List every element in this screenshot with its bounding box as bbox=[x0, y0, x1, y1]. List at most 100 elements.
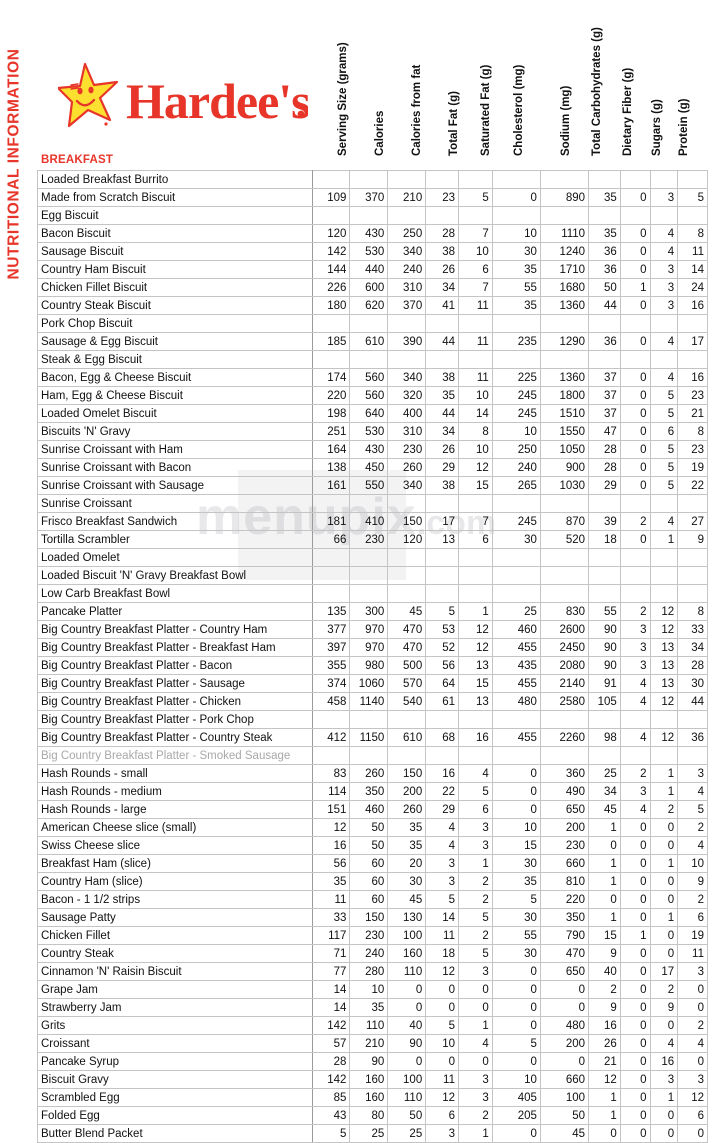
cell-serving: 43 bbox=[311, 1106, 351, 1125]
cell-calories: 370 bbox=[349, 188, 389, 207]
cell-sodium: 200 bbox=[539, 1034, 590, 1053]
cell-calories: 240 bbox=[349, 944, 389, 963]
cell-totalfat: 17 bbox=[425, 512, 459, 531]
cell-satfat: 5 bbox=[458, 188, 493, 207]
cell-fiber: 0 bbox=[619, 368, 651, 387]
cell-calories bbox=[349, 170, 389, 189]
cell-chol bbox=[491, 494, 541, 513]
colheader-total-carbohydrates: Total Carbohydrates (g) bbox=[591, 27, 603, 156]
menu-item-name: Big Country Breakfast Platter - Country … bbox=[37, 728, 313, 747]
cell-fiber: 1 bbox=[619, 278, 651, 297]
cell-calories bbox=[349, 746, 389, 765]
cell-totalfat bbox=[425, 746, 459, 765]
cell-calfat: 35 bbox=[387, 818, 427, 837]
menu-item-name: Butter Blend Packet bbox=[37, 1124, 313, 1143]
cell-chol: 460 bbox=[491, 620, 541, 639]
cell-calories: 160 bbox=[349, 1088, 389, 1107]
cell-carbs: 9 bbox=[588, 944, 621, 963]
cell-totalfat: 35 bbox=[425, 386, 459, 405]
cell-calories: 970 bbox=[349, 620, 389, 639]
cell-fiber: 0 bbox=[619, 1106, 651, 1125]
cell-carbs: 36 bbox=[588, 332, 621, 351]
cell-satfat bbox=[458, 170, 493, 189]
cell-serving: 185 bbox=[311, 332, 351, 351]
cell-serving: 374 bbox=[311, 674, 351, 693]
cell-chol: 10 bbox=[491, 1070, 541, 1089]
cell-totalfat: 38 bbox=[425, 242, 459, 261]
cell-carbs bbox=[588, 350, 621, 369]
cell-calories: 600 bbox=[349, 278, 389, 297]
cell-carbs: 25 bbox=[588, 764, 621, 783]
cell-calfat: 250 bbox=[387, 224, 427, 243]
cell-sugars: 0 bbox=[649, 818, 679, 837]
cell-sodium: 650 bbox=[539, 962, 590, 981]
cell-sugars: 13 bbox=[649, 674, 679, 693]
cell-calfat: 370 bbox=[387, 296, 427, 315]
menu-item-name: Scrambled Egg bbox=[37, 1088, 313, 1107]
cell-serving: 12 bbox=[311, 818, 351, 837]
cell-calfat: 160 bbox=[387, 944, 427, 963]
cell-carbs bbox=[588, 566, 621, 585]
cell-protein bbox=[677, 350, 708, 369]
cell-sodium: 650 bbox=[539, 800, 590, 819]
cell-sodium: 1050 bbox=[539, 440, 590, 459]
cell-carbs: 1 bbox=[588, 872, 621, 891]
table-row: Bacon - 1 1/2 strips 11 60 45 5 2 5 220 0 0 0 2 bbox=[37, 890, 708, 909]
cell-calories: 230 bbox=[349, 926, 389, 945]
table-row: Grape Jam 14 10 0 0 0 0 0 2 0 2 0 bbox=[37, 980, 708, 999]
cell-fiber: 0 bbox=[619, 1052, 651, 1071]
cell-calfat: 340 bbox=[387, 242, 427, 261]
cell-totalfat bbox=[425, 314, 459, 333]
cell-totalfat: 18 bbox=[425, 944, 459, 963]
cell-carbs bbox=[588, 548, 621, 567]
cell-fiber: 2 bbox=[619, 602, 651, 621]
cell-protein: 10 bbox=[677, 854, 708, 873]
cell-fiber: 2 bbox=[619, 764, 651, 783]
cell-totalfat: 10 bbox=[425, 1034, 459, 1053]
cell-calories: 160 bbox=[349, 1070, 389, 1089]
cell-carbs: 47 bbox=[588, 422, 621, 441]
cell-sugars: 1 bbox=[649, 764, 679, 783]
cell-totalfat bbox=[425, 170, 459, 189]
cell-satfat: 6 bbox=[458, 260, 493, 279]
cell-sugars: 3 bbox=[649, 1070, 679, 1089]
cell-fiber bbox=[619, 566, 651, 585]
table-row: Folded Egg 43 80 50 6 2 205 50 1 0 0 6 bbox=[37, 1106, 708, 1125]
table-row: Loaded Omelet bbox=[37, 548, 708, 567]
cell-fiber: 1 bbox=[619, 926, 651, 945]
cell-carbs: 98 bbox=[588, 728, 621, 747]
cell-satfat: 1 bbox=[458, 602, 493, 621]
cell-satfat: 4 bbox=[458, 764, 493, 783]
cell-sodium bbox=[539, 350, 590, 369]
cell-sodium: 1680 bbox=[539, 278, 590, 297]
cell-sugars: 4 bbox=[649, 368, 679, 387]
cell-serving: 83 bbox=[311, 764, 351, 783]
cell-sodium: 1550 bbox=[539, 422, 590, 441]
cell-totalfat bbox=[425, 548, 459, 567]
cell-satfat: 15 bbox=[458, 476, 493, 495]
cell-sodium: 220 bbox=[539, 890, 590, 909]
cell-chol bbox=[491, 566, 541, 585]
wordmark-period bbox=[297, 110, 305, 118]
cell-sodium: 2600 bbox=[539, 620, 590, 639]
cell-carbs: 0 bbox=[588, 890, 621, 909]
cell-satfat: 10 bbox=[458, 242, 493, 261]
cell-totalfat: 29 bbox=[425, 458, 459, 477]
cell-serving: 412 bbox=[311, 728, 351, 747]
cell-fiber bbox=[619, 314, 651, 333]
cell-totalfat bbox=[425, 584, 459, 603]
cell-totalfat: 34 bbox=[425, 278, 459, 297]
cell-satfat: 15 bbox=[458, 674, 493, 693]
menu-item-name: Loaded Omelet Biscuit bbox=[37, 404, 313, 423]
cell-sugars bbox=[649, 746, 679, 765]
cell-fiber: 0 bbox=[619, 854, 651, 873]
cell-calfat: 35 bbox=[387, 836, 427, 855]
cell-calfat: 400 bbox=[387, 404, 427, 423]
cell-carbs: 26 bbox=[588, 1034, 621, 1053]
cell-carbs: 34 bbox=[588, 782, 621, 801]
cell-totalfat bbox=[425, 566, 459, 585]
cell-satfat bbox=[458, 350, 493, 369]
cell-protein: 0 bbox=[677, 998, 708, 1017]
cell-serving: 14 bbox=[311, 998, 351, 1017]
cell-sodium: 470 bbox=[539, 944, 590, 963]
